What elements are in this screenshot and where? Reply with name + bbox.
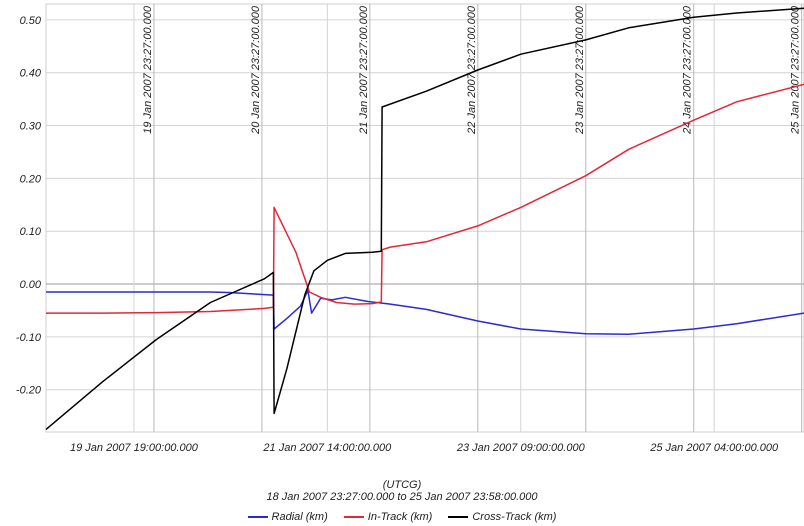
x-axis-ticks: 19 Jan 2007 19:00:00.000 21 Jan 2007 14:0… — [70, 442, 779, 454]
event-label: 25 Jan 2007 23:27:00.000 — [790, 5, 802, 135]
legend-label-radial: Radial (km) — [271, 511, 328, 523]
y-axis-ticks: 0.50 0.40 0.30 0.20 0.10 0.00 -0.10 -0.20 — [16, 15, 42, 397]
y-tick-label: 0.20 — [20, 173, 42, 185]
legend-item-cross-track: Cross-Track (km) — [448, 511, 556, 523]
legend-swatch-radial — [247, 516, 268, 518]
y-tick-label: -0.10 — [16, 332, 42, 344]
legend-swatch-cross-track — [448, 516, 469, 518]
y-tick-label: 0.50 — [20, 15, 42, 27]
x-axis-unit-label: (UTCG) — [382, 479, 422, 491]
x-tick-label: 25 Jan 2007 04:00:00.000 — [649, 442, 779, 454]
x-tick-label: 19 Jan 2007 19:00:00.000 — [70, 442, 199, 454]
legend: Radial (km) In-Track (km) Cross-Track (k… — [0, 511, 804, 523]
event-label: 23 Jan 2007 23:27:00.000 — [574, 5, 586, 135]
y-tick-label: 0.00 — [20, 279, 42, 291]
legend-label-in-track: In-Track (km) — [367, 511, 433, 523]
legend-item-in-track: In-Track (km) — [343, 511, 433, 523]
event-label: 19 Jan 2007 23:27:00.000 — [142, 5, 154, 134]
y-tick-label: 0.40 — [20, 68, 42, 80]
event-lines: 19 Jan 2007 23:27:00.000 20 Jan 2007 23:2… — [142, 4, 803, 432]
grid — [46, 4, 804, 432]
series-line-radial — [46, 289, 804, 335]
event-label: 24 Jan 2007 23:27:00.000 — [682, 5, 694, 135]
series-lines — [45, 7, 804, 430]
plot-frame — [45, 3, 804, 433]
y-tick-label: 0.30 — [20, 121, 42, 133]
legend-label-cross-track: Cross-Track (km) — [472, 511, 557, 523]
x-tick-label: 23 Jan 2007 09:00:00.000 — [456, 442, 586, 454]
series-line-cross-track — [45, 7, 804, 430]
x-tick-label: 21 Jan 2007 14:00:00.000 — [262, 442, 392, 454]
legend-swatch-in-track — [343, 516, 364, 518]
y-tick-label: -0.20 — [16, 385, 42, 397]
event-label: 21 Jan 2007 23:27:00.000 — [358, 5, 370, 135]
series-line-in-track — [46, 83, 804, 314]
event-label: 22 Jan 2007 23:27:00.000 — [466, 5, 478, 135]
event-label: 20 Jan 2007 23:27:00.000 — [250, 5, 262, 135]
legend-item-radial: Radial (km) — [247, 511, 328, 523]
y-tick-label: 0.10 — [20, 226, 42, 238]
time-range-label: 18 Jan 2007 23:27:00.000 to 25 Jan 2007 … — [266, 491, 538, 503]
